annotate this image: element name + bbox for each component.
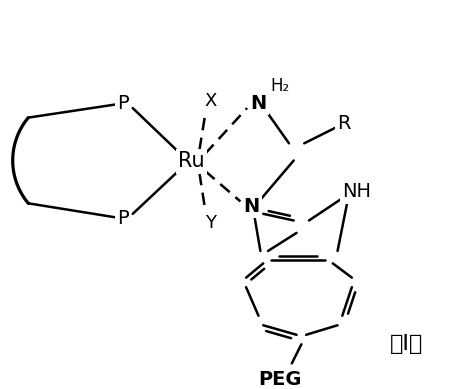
Text: N: N xyxy=(243,197,259,216)
Text: R: R xyxy=(337,114,350,133)
Text: NH: NH xyxy=(341,182,370,202)
Text: X: X xyxy=(204,93,217,110)
Text: PEG: PEG xyxy=(258,370,302,389)
Text: Ru: Ru xyxy=(178,151,205,172)
Text: P: P xyxy=(117,209,129,228)
Text: N: N xyxy=(250,94,266,113)
Text: P: P xyxy=(117,94,129,113)
Text: Y: Y xyxy=(205,214,216,232)
Text: （I）: （I） xyxy=(389,334,422,354)
Text: H₂: H₂ xyxy=(269,77,288,95)
